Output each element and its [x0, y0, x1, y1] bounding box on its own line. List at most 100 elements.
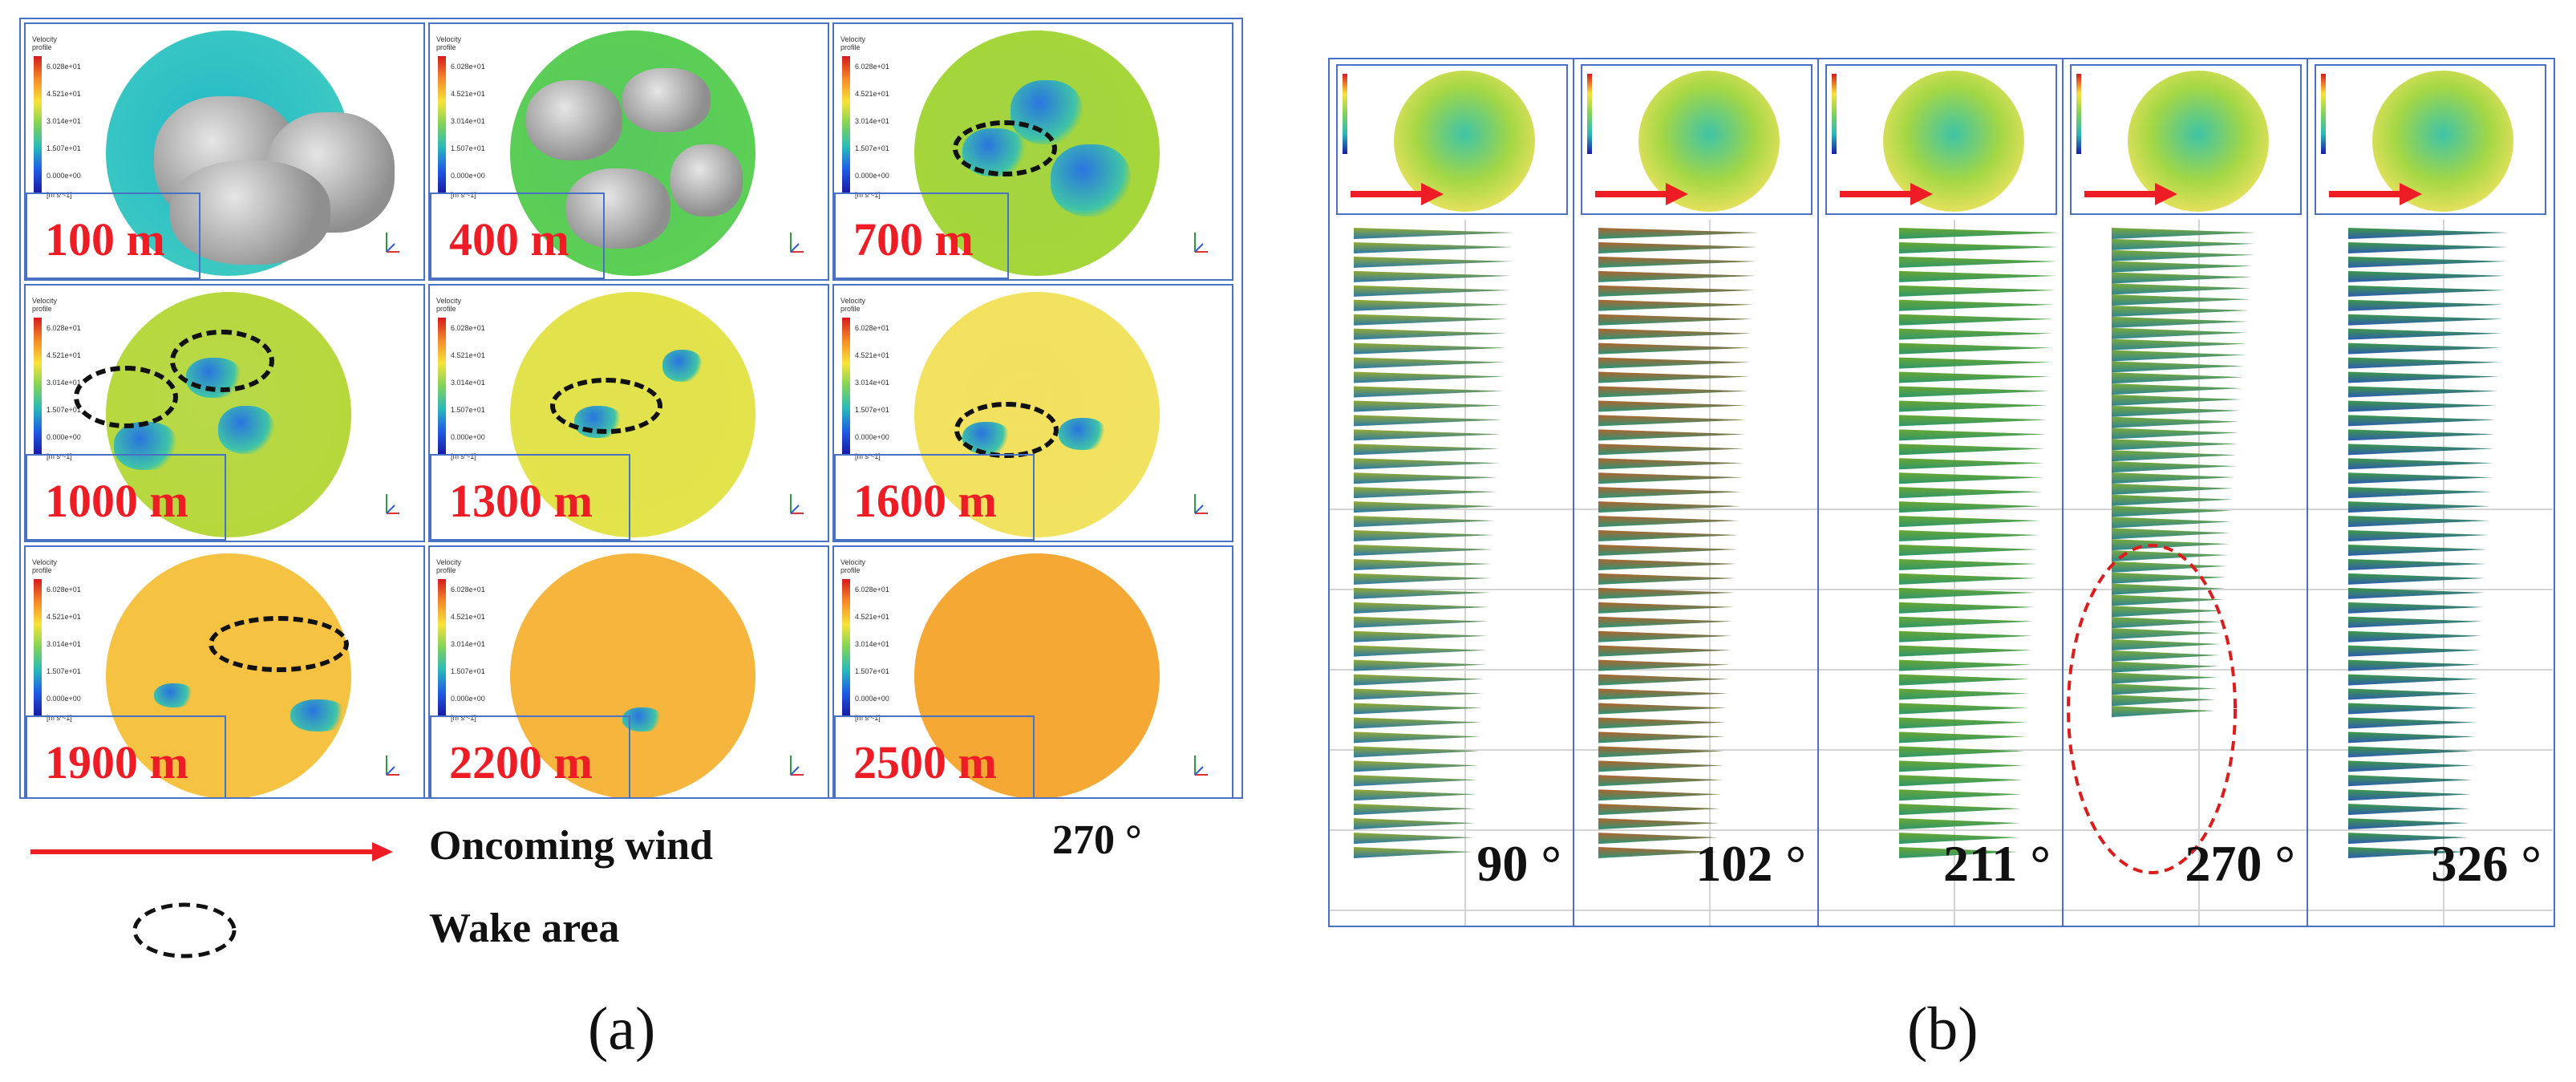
colorbar-tick-label: 6.028e+01 — [855, 586, 889, 594]
colorbar-tick-label: 3.014e+01 — [451, 379, 485, 387]
velocity-contour-disk — [106, 553, 351, 797]
velocity-colorbar — [438, 579, 446, 715]
colorbar-tick-label: 6.028e+01 — [451, 586, 485, 594]
colorbar-tick-label: 4.521e+01 — [47, 351, 81, 359]
velocity-legend-title: Velocity profile — [840, 297, 866, 313]
terrain-blob — [170, 160, 330, 265]
distance-label-box — [26, 192, 200, 279]
contour-thumbnail — [1581, 64, 1813, 215]
colorbar-tick-label: 4.521e+01 — [451, 351, 485, 359]
distance-label: 1300 m — [449, 475, 593, 527]
velocity-legend-title: Velocity profile — [840, 35, 866, 51]
panel-b-label: (b) — [1907, 995, 1979, 1063]
colorbar-tick-label: 1.507e+01 — [855, 406, 889, 414]
colorbar-tick-label: 3.014e+01 — [855, 379, 889, 387]
terrain-blob — [1051, 144, 1131, 217]
wake-area-ellipse — [953, 120, 1057, 176]
wind-profile-cones — [1899, 228, 2060, 859]
wind-angle-label: 90 ° — [1476, 835, 1561, 892]
terrain-blob — [154, 683, 194, 707]
velocity-legend-title: Velocity profile — [32, 297, 58, 313]
grid-line — [2308, 910, 2553, 911]
contour-cell: Velocity profile 6.028e+01 4.521e+01 3.014e… — [24, 22, 425, 281]
axis-triad-icon — [790, 756, 804, 776]
velocity-colorbar-ticks: 6.028e+01 4.521e+01 3.014e+01 1.507e+01 0.00… — [855, 314, 889, 462]
wind-profile-cones — [1598, 228, 1759, 859]
velocity-colorbar — [34, 318, 42, 454]
wind-arrow-icon — [2084, 183, 2177, 205]
contour-thumbnail — [1825, 64, 2057, 215]
colorbar-tick-label: 6.028e+01 — [855, 324, 889, 332]
distance-label-box — [430, 454, 630, 541]
wind-direction-label: 270 ° — [1052, 817, 1142, 863]
axis-triad-icon — [1194, 494, 1208, 514]
streamline-column: 211 ° — [1819, 59, 2064, 926]
wind-arrow-icon — [1595, 183, 1688, 205]
grid-line — [2308, 589, 2553, 590]
colorbar-tick-label: 1.507e+01 — [47, 144, 81, 152]
colorbar-tick-label: 6.028e+01 — [451, 324, 485, 332]
colorbar-tick-label: 1.507e+01 — [451, 667, 485, 675]
axis-triad-icon — [386, 494, 399, 514]
velocity-legend-title: Velocity profile — [32, 558, 58, 574]
distance-label: 2200 m — [449, 736, 593, 788]
oncoming-wind-arrow-icon — [30, 842, 393, 861]
colorbar-tick-label: [m s^-1] — [451, 191, 476, 199]
velocity-colorbar-ticks: 6.028e+01 4.521e+01 3.014e+01 1.507e+01 0.00… — [451, 314, 485, 462]
colorbar-tick-label: 4.521e+01 — [855, 351, 889, 359]
wind-arrow-icon — [2329, 183, 2422, 205]
terrain-blob — [114, 422, 178, 470]
velocity-colorbar — [1587, 74, 1592, 154]
colorbar-tick-label: 0.000e+00 — [451, 433, 485, 441]
terrain-blob — [218, 406, 274, 454]
axis-triad-icon — [790, 233, 804, 253]
grid-line — [1574, 669, 1817, 671]
velocity-contour-disk — [1638, 71, 1780, 212]
grid-line — [1574, 910, 1817, 911]
distance-label-box — [834, 192, 1009, 279]
grid-line — [1330, 669, 1573, 671]
grid-line — [2197, 220, 2200, 926]
wind-profile-cones — [2348, 228, 2509, 859]
wind-angle-label: 270 ° — [2185, 835, 2295, 892]
contour-cell: Velocity profile 6.028e+01 4.521e+01 3.014e… — [832, 545, 1233, 797]
terrain-blob — [526, 80, 622, 160]
velocity-colorbar — [2076, 74, 2081, 154]
velocity-colorbar — [1343, 74, 1347, 154]
colorbar-tick-label: [m s^-1] — [451, 452, 476, 460]
grid-line — [1574, 509, 1817, 510]
colorbar-tick-label: 0.000e+00 — [47, 695, 81, 703]
contour-cell: Velocity profile 6.028e+01 4.521e+01 3.014e… — [428, 22, 829, 281]
wind-profile-cones — [1354, 228, 1514, 859]
contour-cell: Velocity profile 6.028e+01 4.521e+01 3.014e… — [832, 22, 1233, 281]
contour-cell: Velocity profile 6.028e+01 4.521e+01 3.014e… — [428, 545, 829, 797]
grid-line — [1330, 910, 1573, 911]
colorbar-tick-label: 6.028e+01 — [47, 324, 81, 332]
colorbar-tick-label: 0.000e+00 — [451, 172, 485, 180]
grid-line — [1464, 220, 1466, 926]
wind-arrow-icon — [1840, 183, 1933, 205]
grid-line — [1330, 509, 1573, 510]
colorbar-tick-label: 4.521e+01 — [47, 613, 81, 621]
velocity-colorbar-ticks: 6.028e+01 4.521e+01 3.014e+01 1.507e+01 0.00… — [451, 53, 485, 201]
colorbar-tick-label: [m s^-1] — [855, 452, 881, 460]
velocity-colorbar-ticks: 6.028e+01 4.521e+01 3.014e+01 1.507e+01 0.00… — [855, 53, 889, 201]
velocity-legend-title: Velocity profile — [436, 558, 462, 574]
terrain-blob — [290, 699, 346, 731]
colorbar-tick-label: 0.000e+00 — [47, 433, 81, 441]
distance-label-box — [26, 715, 226, 797]
terrain-blob — [622, 68, 711, 132]
velocity-legend-title: Velocity profile — [436, 297, 462, 313]
panel-a-label: (a) — [588, 995, 656, 1063]
terrain-blob — [566, 168, 670, 249]
distance-label: 1000 m — [45, 475, 188, 527]
colorbar-tick-label: 3.014e+01 — [855, 117, 889, 125]
distance-label-box — [430, 715, 630, 797]
colorbar-tick-label: [m s^-1] — [855, 714, 881, 722]
distance-label-box — [834, 715, 1035, 797]
velocity-colorbar — [34, 579, 42, 715]
axis-triad-icon — [790, 494, 804, 514]
colorbar-tick-label: 6.028e+01 — [855, 63, 889, 71]
colorbar-tick-label: 0.000e+00 — [855, 433, 889, 441]
colorbar-tick-label: 3.014e+01 — [855, 640, 889, 648]
